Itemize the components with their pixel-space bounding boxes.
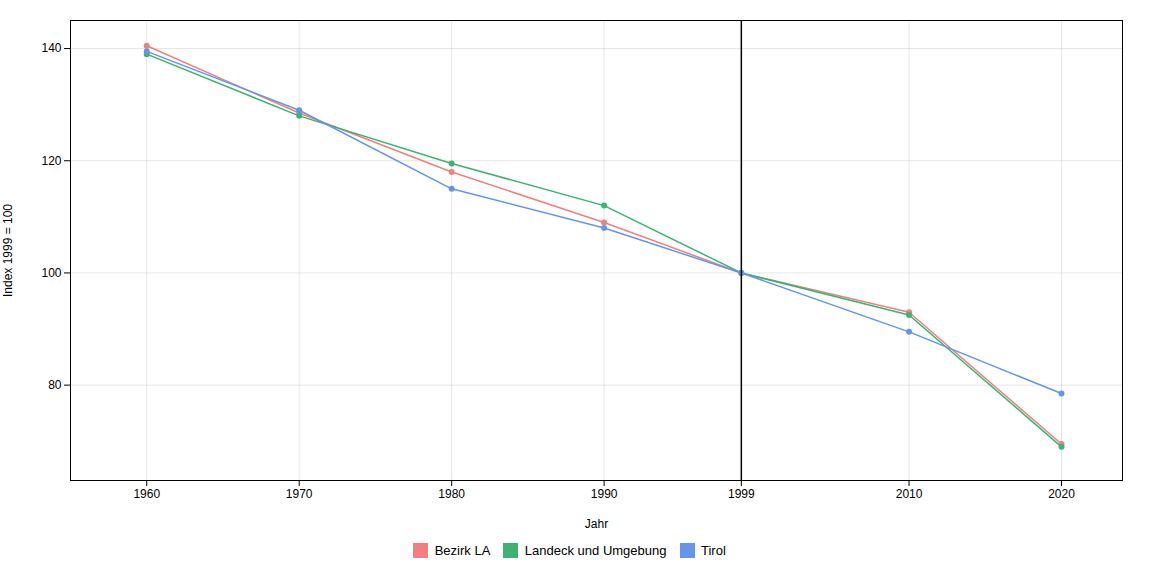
svg-text:1960: 1960 [133, 487, 160, 501]
html-text:Bezirk LA: Bezirk LA [434, 543, 491, 558]
svg-text:1990: 1990 [591, 487, 618, 501]
svg-text:140: 140 [41, 41, 61, 55]
svg-text:2010: 2010 [896, 487, 923, 501]
svg-text:Index 1999 = 100: Index 1999 = 100 [1, 204, 15, 297]
svg-text:120: 120 [41, 154, 61, 168]
html-text:Tirol: Tirol [701, 543, 726, 558]
svg-text:1980: 1980 [438, 487, 465, 501]
svg-text:2020: 2020 [1048, 487, 1075, 501]
svg-text:80: 80 [48, 378, 62, 392]
svg-text:1970: 1970 [286, 487, 313, 501]
svg-text:1999: 1999 [728, 487, 755, 501]
svg-text:100: 100 [41, 266, 61, 280]
svg-text:Jahr: Jahr [585, 517, 608, 531]
html-text:Landeck und Umgebung: Landeck und Umgebung [524, 543, 667, 558]
